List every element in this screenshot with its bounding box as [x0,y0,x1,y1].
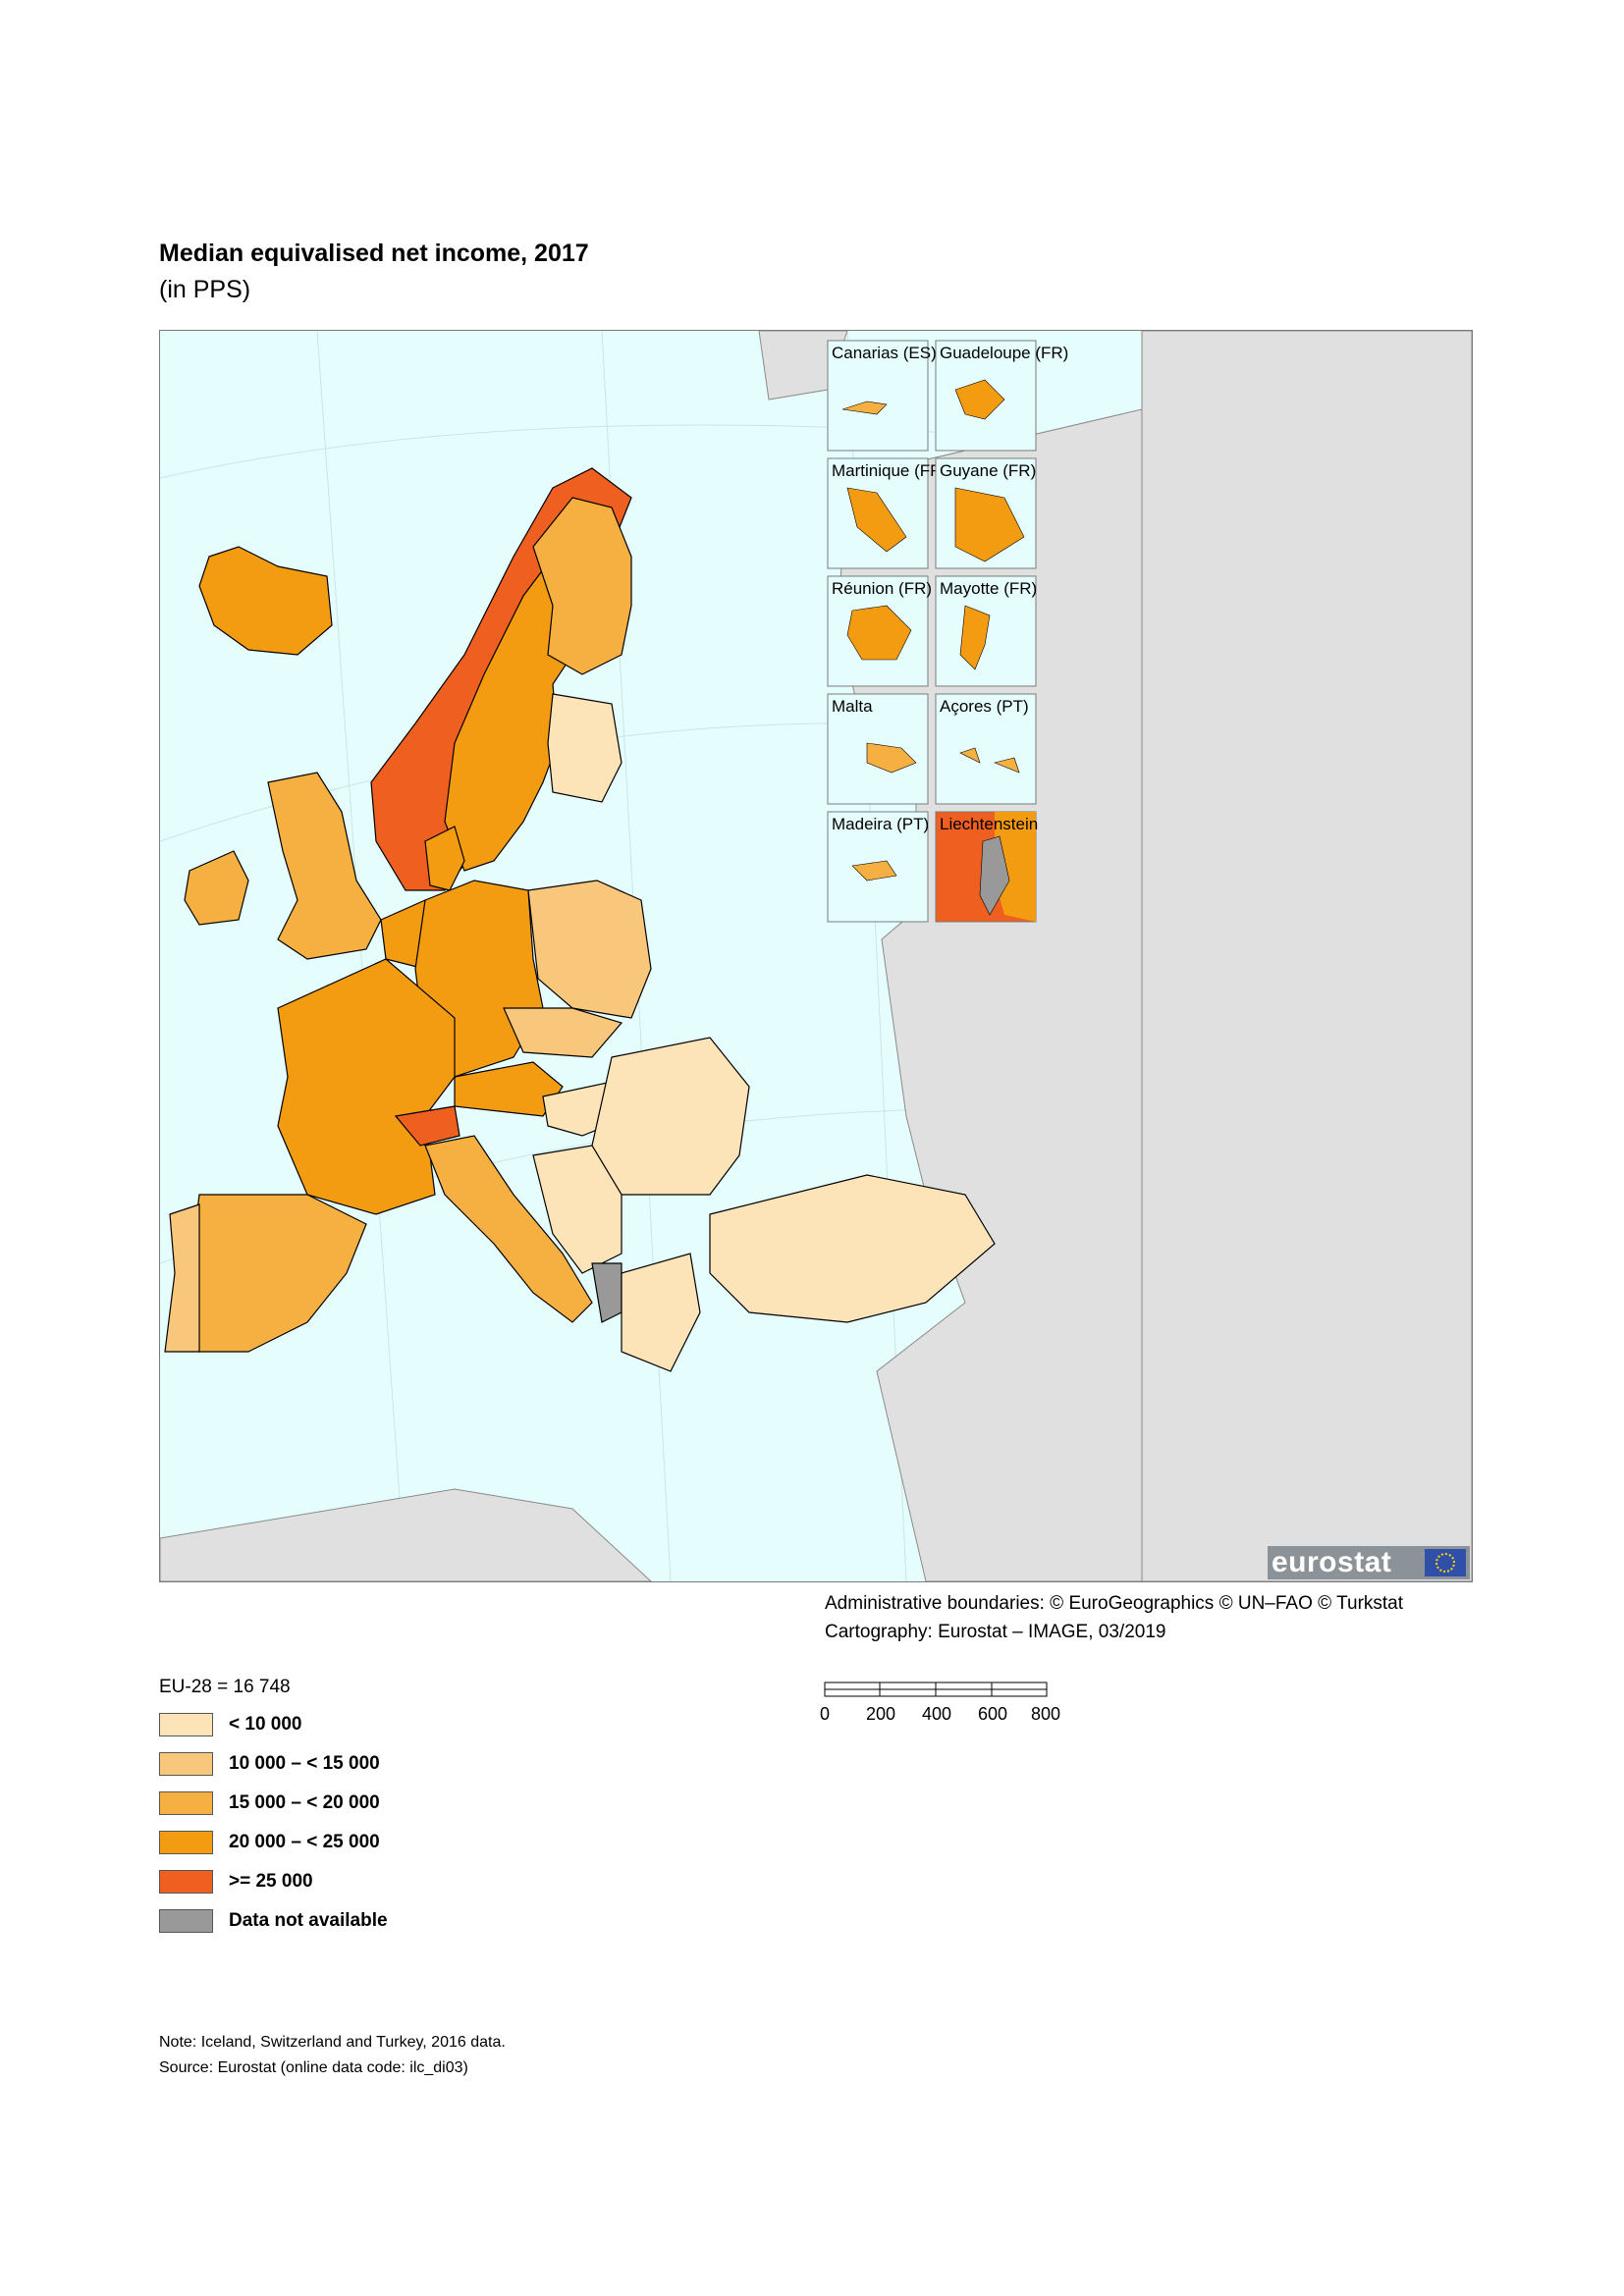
czechia-slovakia [503,1007,623,1058]
non-covered-land [160,331,1472,1581]
inset-guadeloupe: Guadeloupe (FR) [935,340,1068,452]
legend-item: 15 000 – < 20 000 [159,1790,380,1816]
balkans [532,1145,623,1274]
inset-panels: Canarias (ES) Guadeloupe (FR) Martinique… [827,340,1068,923]
legend-swatch [159,1752,213,1776]
spain [189,1194,367,1353]
svg-text:Madeira (PT): Madeira (PT) [832,815,929,833]
romania-bulgaria [591,1037,750,1196]
switzerland [394,1105,460,1147]
svg-text:Martinique (FR): Martinique (FR) [832,461,947,480]
legend-item: >= 25 000 [159,1869,313,1895]
legend-label: 20 000 – < 25 000 [229,1832,380,1852]
legend-swatch [159,1713,213,1736]
source-text: Source: Eurostat (online data code: ilc_… [159,2059,468,2076]
credits-cartography: Cartography: Eurostat – IMAGE, 03/2019 [825,1622,1166,1642]
legend-item: 20 000 – < 25 000 [159,1830,380,1855]
united-kingdom [267,772,382,960]
ireland [184,850,249,926]
legend-label: 10 000 – < 15 000 [229,1753,380,1774]
inset-canarias: Canarias (ES) [827,340,937,452]
svg-text:Mayotte (FR): Mayotte (FR) [940,579,1037,598]
svg-text:Canarias (ES): Canarias (ES) [832,344,937,362]
legend-swatch [159,1791,213,1815]
inset-liechtenstein: Liechtenstein [935,811,1038,923]
legend-reference: EU-28 = 16 748 [159,1677,291,1697]
legend-swatch [159,1870,213,1894]
svg-text:Réunion (FR): Réunion (FR) [832,579,932,598]
legend-item: 10 000 – < 15 000 [159,1751,380,1777]
legend-swatch [159,1831,213,1854]
legend-swatch [159,1909,213,1933]
countries [164,467,996,1372]
svg-text:Malta: Malta [832,697,873,716]
iceland [198,546,333,656]
italy [424,1135,593,1323]
inset-martinique: Martinique (FR) [827,457,947,569]
legend-label: 15 000 – < 20 000 [229,1792,380,1813]
note-text: Note: Iceland, Switzerland and Turkey, 2… [159,2034,506,2051]
legend-label: < 10 000 [229,1714,302,1735]
map-title: Median equivalised net income, 2017 [159,240,589,267]
eu-flag-icon [1425,1549,1466,1576]
scale-tick: 200 [866,1704,895,1724]
inset-guyane: Guyane (FR) [935,457,1037,569]
map-subtitle: (in PPS) [159,276,251,303]
inset-acores: Açores (PT) [935,693,1037,805]
inset-madeira: Madeira (PT) [827,811,929,923]
inset-mayotte: Mayotte (FR) [935,575,1037,687]
scale-tick: 800 km [1031,1704,1062,1724]
map-frame: Canarias (ES) Guadeloupe (FR) Martinique… [159,330,1473,1582]
svg-text:Guyane (FR): Guyane (FR) [940,461,1036,480]
scale-bar: 0 200 400 600 800 km [817,1681,1089,1739]
legend-item: Data not available [159,1908,388,1934]
albania [591,1262,623,1323]
eurostat-logo: eurostat [1268,1546,1470,1579]
europe-map: Canarias (ES) Guadeloupe (FR) Martinique… [160,331,1472,1581]
svg-text:Liechtenstein: Liechtenstein [940,815,1038,833]
scale-tick: 600 [978,1704,1007,1724]
france [277,958,456,1215]
legend-item: < 10 000 [159,1712,302,1737]
credits-boundaries: Administrative boundaries: © EuroGeograp… [825,1593,1404,1614]
estonia-latvia-lithuania [547,693,623,803]
svg-text:Guadeloupe (FR): Guadeloupe (FR) [940,344,1068,362]
denmark [424,826,465,891]
portugal [164,1203,200,1353]
turkey [709,1174,996,1323]
poland [527,880,652,1019]
scale-tick: 0 [820,1704,830,1724]
scale-tick: 400 [922,1704,951,1724]
svg-text:Açores (PT): Açores (PT) [940,697,1029,716]
inset-reunion: Réunion (FR) [827,575,932,687]
eurostat-logo-text: eurostat [1272,1546,1392,1578]
legend-label: >= 25 000 [229,1871,313,1892]
finland [532,497,632,675]
greece [621,1253,701,1372]
legend-label: Data not available [229,1910,388,1931]
inset-malta: Malta [827,693,929,805]
